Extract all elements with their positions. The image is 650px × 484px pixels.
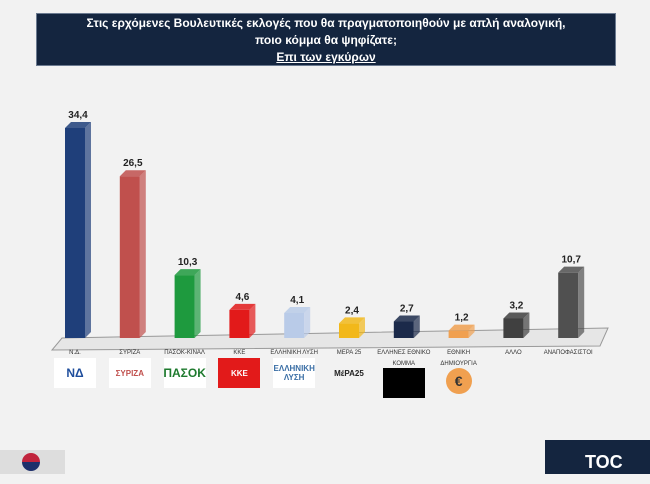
- bar-side: [139, 170, 146, 338]
- party-logo-5: ΜέΡΑ25: [334, 368, 364, 378]
- category-label: ΑΛΛΟ: [505, 350, 522, 356]
- bar-0: [65, 122, 91, 338]
- party-logo-2: ΠΑΣΟΚ: [163, 358, 206, 388]
- party-logo-7: €: [445, 368, 472, 394]
- category-label: ΠΑΣΟΚ-ΚΙΝΑΛ: [164, 350, 205, 356]
- bar-9: [558, 266, 585, 338]
- bar-side: [523, 312, 530, 338]
- category-label: ΕΛΛΗΝΕΣ ΕΘΝΙΚΟ: [377, 350, 431, 356]
- bar-top: [448, 324, 475, 331]
- bar-front: [174, 275, 195, 338]
- category-label: ΕΘΝΙΚΗ: [447, 350, 470, 356]
- category-label: ΣΥΡΙΖΑ: [119, 350, 140, 356]
- category-label: ΜΕΡΑ 25: [337, 350, 362, 356]
- bar-2: [174, 269, 201, 338]
- bar-top: [393, 315, 420, 322]
- data-label: 4,1: [290, 295, 304, 306]
- bar-front: [448, 330, 469, 338]
- bar-top: [119, 170, 146, 177]
- category-label: ΕΛΛΗΝΙΚΗ ΛΥΣΗ: [270, 350, 318, 356]
- bar-top: [339, 317, 365, 324]
- bar-side: [85, 122, 91, 338]
- bar-front: [119, 176, 140, 338]
- party-logo-6: [382, 368, 425, 398]
- party-logo-1: ΣΥΡΙΖΑ: [108, 358, 151, 388]
- bar-top: [65, 122, 91, 128]
- bar-side: [468, 324, 475, 338]
- bar-side: [249, 303, 256, 338]
- flag-icon: [22, 453, 40, 471]
- bar-side: [304, 306, 311, 338]
- bar-chart: 34,4 Ν.Δ. 26,5 ΣΥΡΙΖΑ 10,3 ΠΑΣΟΚ-ΚΙΝΑΛ 4,6 ΚΚΕ 4…: [50, 110, 609, 367]
- bar-front: [229, 309, 250, 338]
- party-logo-0: ΝΔ: [54, 358, 96, 388]
- bar-side: [578, 266, 585, 338]
- flag-badge: [0, 450, 65, 474]
- bar-front: [339, 323, 359, 338]
- party-logo-3: ΚΚΕ: [218, 358, 261, 388]
- category-label: ΔΗΜΙΟΥΡΓΙΑ: [440, 361, 476, 367]
- category-label: ΚΚΕ: [233, 350, 245, 356]
- bar-side: [413, 315, 420, 338]
- title-line-2: ποιο κόμμα θα ψηφίζατε;: [255, 33, 397, 47]
- bar-top: [229, 303, 256, 310]
- data-label: 2,7: [400, 304, 414, 315]
- title-line-1: Στις ερχόμενες Βουλευτικές εκλογές που θ…: [86, 16, 566, 30]
- bar-top: [558, 266, 585, 273]
- data-label: 10,3: [178, 257, 198, 268]
- bar-1: [119, 170, 146, 338]
- data-label: 4,6: [235, 292, 249, 303]
- data-label: 1,2: [455, 313, 469, 324]
- category-label: Ν.Δ.: [69, 350, 81, 356]
- bar-5: [339, 317, 365, 338]
- data-label: 3,2: [509, 300, 523, 311]
- bar-front: [393, 321, 414, 338]
- data-label: 34,4: [68, 110, 88, 121]
- bar-front: [503, 318, 524, 338]
- bar-front: [558, 272, 579, 338]
- bar-7: [448, 324, 475, 338]
- bar-side: [359, 317, 365, 338]
- bar-top: [174, 269, 201, 276]
- bar-side: [194, 269, 201, 338]
- bar-8: [503, 312, 530, 338]
- bar-4: [284, 306, 311, 338]
- category-label: ΚΟΜΜΑ: [393, 361, 415, 367]
- data-label: 10,7: [561, 255, 581, 266]
- bar-3: [229, 303, 256, 338]
- chart-title: Στις ερχόμενες Βουλευτικές εκλογές που θ…: [36, 13, 616, 66]
- data-label: 2,4: [345, 305, 359, 316]
- party-logo-4: ΕΛΛΗΝΙΚΗ ΛΥΣΗ: [273, 358, 316, 388]
- title-line-3: Επι των εγκύρων: [276, 50, 376, 64]
- bar-6: [393, 315, 420, 338]
- bar-top: [503, 312, 530, 319]
- bar-front: [284, 312, 305, 338]
- data-label: 26,5: [123, 158, 143, 169]
- toc-logo: TOC: [545, 440, 650, 474]
- category-label: ΑΝΑΠΟΦΑΣΙΣΤΟΙ: [544, 350, 593, 356]
- bar-front: [65, 128, 85, 338]
- bar-top: [284, 306, 311, 313]
